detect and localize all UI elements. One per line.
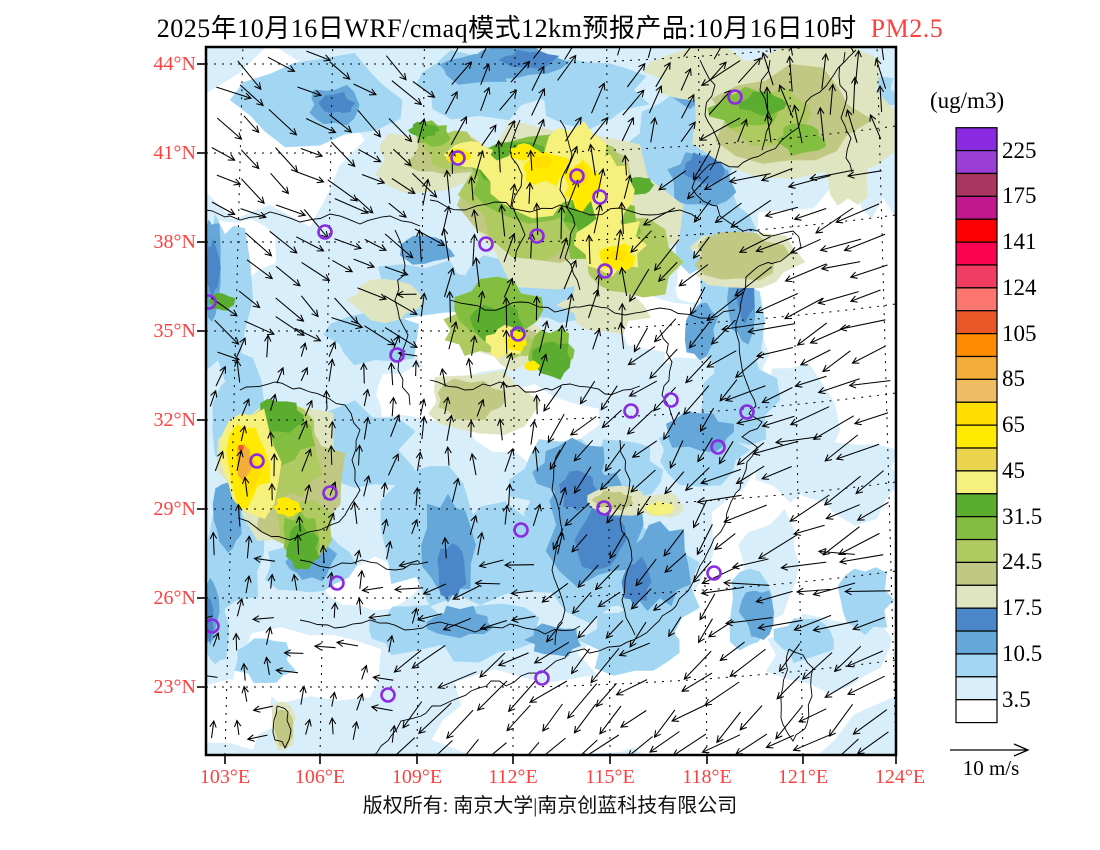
- colorbar-tick-31.5: 31.5: [1002, 503, 1043, 529]
- station-marker: [513, 522, 529, 538]
- lat-label-35n: 35°N: [153, 320, 196, 342]
- station-marker: [478, 236, 494, 252]
- station-marker: [389, 347, 405, 363]
- lon-label-109e: 109°E: [391, 766, 443, 788]
- colorbar-tick-3.5: 3.5: [1002, 686, 1031, 712]
- station-marker: [534, 670, 550, 686]
- station-marker: [249, 453, 265, 469]
- lon-label-112e: 112°E: [488, 766, 538, 788]
- station-marker: [450, 150, 466, 166]
- colorbar-tick-175: 175: [1002, 183, 1037, 209]
- station-marker: [329, 575, 345, 591]
- copyright-text: 版权所有: 南京大学|南京创蓝科技有限公司: [362, 795, 738, 817]
- colorbar-tick-225: 225: [1002, 137, 1037, 163]
- lat-label-38n: 38°N: [153, 231, 196, 253]
- lat-label-29n: 29°N: [153, 498, 196, 520]
- station-marker: [623, 403, 639, 419]
- colorbar-tick-10.5: 10.5: [1002, 640, 1043, 666]
- graticule-gridlines: [206, 47, 896, 755]
- colorbar: [955, 127, 998, 724]
- lon-label-115e: 115°E: [585, 766, 635, 788]
- colorbar-tick-65: 65: [1002, 412, 1025, 438]
- colorbar-tick-85: 85: [1002, 366, 1025, 392]
- station-marker: [322, 485, 338, 501]
- station-markers: [206, 89, 755, 703]
- lon-label-118e: 118°E: [682, 766, 732, 788]
- station-marker: [596, 500, 612, 516]
- colorbar-unit-label: (ug/m3): [930, 88, 1005, 113]
- station-marker: [592, 189, 608, 205]
- station-marker: [206, 618, 220, 634]
- wind-legend-label: 10 m/s: [962, 756, 1020, 780]
- station-marker: [380, 687, 396, 703]
- lat-label-41n: 41°N: [153, 142, 196, 164]
- lat-label-44n: 44°N: [153, 53, 196, 75]
- wind-arrows: [206, 47, 891, 755]
- station-marker: [597, 263, 613, 279]
- station-marker: [663, 392, 679, 408]
- map-frame: [204, 45, 898, 757]
- contour-fills: [206, 47, 896, 755]
- station-marker: [727, 89, 743, 105]
- figure-title: 2025年10月16日WRF/cmaq模式12km预报产品:10月16日10时 P…: [0, 8, 1100, 45]
- figure-title-main: 2025年10月16日WRF/cmaq模式12km预报产品:10月16日10时: [156, 14, 857, 43]
- figure-title-pollutant: PM2.5: [870, 14, 944, 43]
- colorbar-tick-124: 124: [1002, 274, 1037, 300]
- station-marker: [510, 326, 526, 342]
- colorbar-tick-17.5: 17.5: [1002, 595, 1043, 621]
- lat-label-26n: 26°N: [153, 587, 196, 609]
- colorbar-tick-24.5: 24.5: [1002, 549, 1043, 575]
- station-marker: [706, 565, 722, 581]
- station-marker: [710, 439, 726, 455]
- station-marker: [739, 404, 755, 420]
- lat-label-23n: 23°N: [153, 676, 196, 698]
- colorbar-tick-141: 141: [1002, 229, 1037, 255]
- lon-label-121e: 121°E: [777, 766, 829, 788]
- colorbar-tick-105: 105: [1002, 320, 1037, 346]
- colorbar-tick-45: 45: [1002, 457, 1025, 483]
- station-marker: [206, 294, 217, 310]
- station-marker: [569, 168, 585, 184]
- wind-reference-arrow: [950, 743, 1030, 757]
- lon-label-106e: 106°E: [294, 766, 346, 788]
- lon-label-124e: 124°E: [874, 766, 926, 788]
- lat-label-32n: 32°N: [153, 409, 196, 431]
- station-marker: [529, 228, 545, 244]
- map-axis-ticks: [197, 63, 897, 764]
- station-marker: [317, 224, 333, 240]
- lon-label-103e: 103°E: [199, 766, 251, 788]
